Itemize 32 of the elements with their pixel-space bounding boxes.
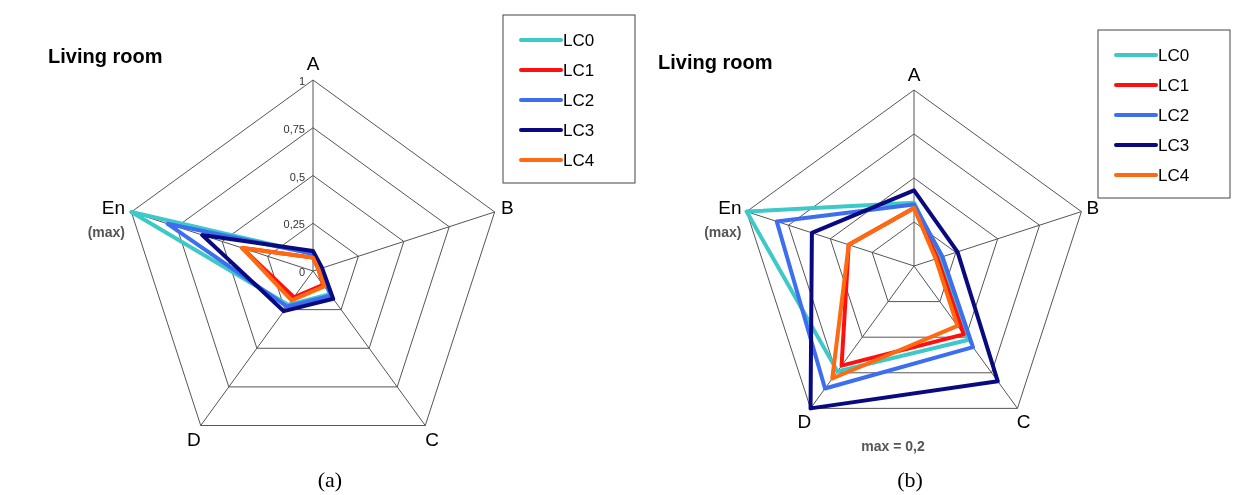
text: Living room — [658, 51, 773, 73]
spoke-label: B — [501, 196, 514, 218]
text: (b) — [897, 467, 923, 492]
legend-label: LC0 — [1158, 46, 1190, 65]
legend-label: LC1 — [563, 61, 595, 80]
legend-label: LC4 — [1158, 166, 1190, 185]
y-tick-label: 0,25 — [283, 218, 305, 231]
spoke-label: A — [907, 64, 921, 86]
legend-label: LC0 — [563, 31, 595, 50]
legend-label: LC2 — [1158, 106, 1190, 125]
legend-label: LC3 — [563, 121, 595, 140]
spoke-label: C — [425, 429, 440, 451]
text: max = 0,2 — [861, 438, 925, 455]
text: Living room — [48, 45, 163, 67]
y-tick-label: 0,75 — [283, 122, 305, 135]
spoke-label: C — [1016, 411, 1031, 433]
spoke-label: En — [718, 196, 742, 218]
y-tick-label: 1 — [298, 75, 305, 87]
text: (a) — [317, 467, 343, 492]
spoke-label: En — [101, 196, 125, 218]
y-tick-label: 0 — [298, 266, 305, 278]
y-tick-label: 0,5 — [289, 170, 305, 183]
spoke-label: D — [186, 429, 201, 451]
legend-label: LC3 — [1158, 136, 1190, 155]
text: (max) — [704, 223, 742, 240]
text: (max) — [87, 223, 125, 240]
spoke-label: B — [1086, 196, 1100, 218]
legend-label: LC1 — [1158, 76, 1190, 95]
spoke-label: D — [797, 411, 812, 433]
legend-label: LC4 — [563, 151, 595, 170]
spoke-label: A — [306, 52, 320, 74]
legend-label: LC2 — [563, 91, 595, 110]
